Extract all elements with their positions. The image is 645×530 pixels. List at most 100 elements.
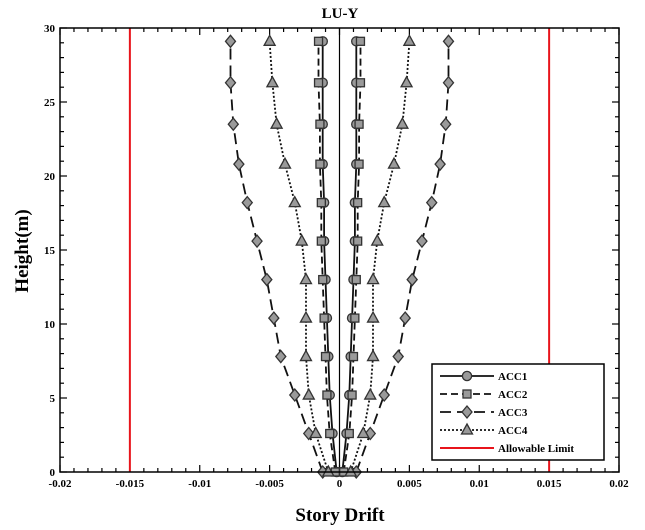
legend-label: ACC1 — [498, 371, 527, 383]
data-point-square — [355, 78, 366, 88]
data-point-diamond — [425, 195, 438, 210]
y-tick-label: 5 — [50, 393, 56, 405]
legend-label: Allowable Limit — [498, 443, 574, 455]
series-line — [341, 41, 358, 473]
data-point-triangle — [460, 422, 474, 435]
data-point-triangle — [377, 195, 391, 208]
data-point-square — [462, 389, 472, 399]
data-point-triangle — [299, 310, 313, 323]
data-point-triangle — [299, 272, 313, 285]
x-tick-label: -0.015 — [116, 478, 145, 490]
data-point-square — [318, 274, 328, 285]
data-point-square — [347, 390, 357, 400]
x-tick-label: 0 — [337, 478, 343, 490]
data-point-square — [315, 119, 325, 129]
x-tick-label: 0.02 — [609, 478, 629, 490]
data-point-triangle — [363, 387, 377, 400]
x-tick-label: 0.01 — [470, 478, 489, 490]
data-point-triangle — [344, 464, 358, 477]
data-point-diamond — [416, 234, 428, 249]
data-point-triangle — [395, 116, 409, 129]
series-line — [321, 41, 338, 473]
data-point-triangle — [366, 349, 380, 362]
data-point-square — [350, 313, 360, 323]
series-line — [268, 41, 330, 473]
y-tick-label: 20 — [44, 171, 56, 183]
data-point-square — [355, 36, 366, 46]
data-point-square — [322, 390, 332, 400]
data-point-square — [316, 236, 326, 246]
data-point-square — [354, 159, 364, 169]
data-point-triangle — [295, 233, 309, 246]
x-tick-label: -0.005 — [255, 478, 284, 490]
x-tick-label: -0.02 — [49, 478, 72, 490]
chart-title: LU-Y — [322, 6, 359, 22]
data-point-square — [325, 428, 335, 439]
series-line — [349, 41, 411, 473]
data-point-diamond — [241, 195, 254, 210]
data-point-diamond — [233, 157, 245, 172]
series-acc4 — [263, 33, 416, 477]
data-point-square — [351, 274, 361, 285]
data-point-triangle — [402, 33, 416, 46]
data-point-diamond — [392, 349, 405, 364]
data-point-diamond — [461, 404, 473, 420]
data-point-triangle — [278, 156, 292, 169]
plot-area — [128, 28, 551, 480]
series-acc3 — [224, 34, 455, 480]
y-axis-label: Height(m) — [12, 209, 33, 292]
x-axis-label: Story Drift — [295, 505, 385, 526]
legend-label: ACC3 — [498, 407, 528, 419]
data-point-square — [348, 351, 359, 362]
data-point-circle — [461, 370, 473, 382]
x-tick-label: 0.015 — [537, 478, 562, 490]
y-tick-label: 25 — [44, 97, 56, 109]
data-point-triangle — [299, 349, 313, 362]
data-point-diamond — [260, 272, 273, 287]
data-point-diamond — [224, 34, 237, 49]
data-point-square — [353, 236, 363, 246]
plot-frame — [59, 27, 620, 473]
data-point-triangle — [288, 195, 302, 208]
data-point-diamond — [434, 157, 446, 172]
y-tick-label: 30 — [44, 23, 56, 35]
series-line — [355, 41, 450, 473]
data-point-diamond — [274, 349, 287, 364]
data-point-triangle — [321, 464, 335, 477]
data-point-square — [313, 36, 324, 46]
data-point-diamond — [227, 117, 240, 132]
data-point-diamond — [439, 117, 452, 132]
series-line — [229, 41, 324, 473]
legend-label: ACC4 — [498, 425, 528, 437]
data-point-triangle — [366, 310, 380, 323]
data-point-triangle — [370, 233, 384, 246]
data-point-diamond — [224, 75, 237, 90]
data-point-diamond — [288, 388, 301, 403]
data-point-triangle — [302, 387, 316, 400]
data-point-triangle — [366, 272, 380, 285]
data-point-diamond — [251, 234, 263, 249]
y-tick-label: 0 — [50, 467, 56, 479]
series-line — [342, 41, 362, 473]
data-point-triangle — [356, 426, 370, 439]
data-point-diamond — [442, 75, 455, 90]
x-tick-label: 0.005 — [397, 478, 422, 490]
x-tick-label: -0.01 — [188, 478, 211, 490]
legend: ACC1 ACC2 ACC3 ACC4 Allowable Limit — [431, 363, 605, 461]
data-point-diamond — [378, 388, 391, 403]
tick-labels: -0.02 -0.015 -0.01 -0.005 0 0.005 0.01 0.015 0.0… — [44, 23, 629, 490]
data-point-square — [319, 313, 329, 323]
legend-label: ACC2 — [498, 389, 528, 401]
data-point-diamond — [399, 311, 412, 326]
data-point-square — [354, 119, 364, 129]
data-point-triangle — [270, 116, 284, 129]
series-line — [317, 41, 337, 473]
data-point-triangle — [263, 33, 277, 46]
data-point-square — [316, 197, 326, 208]
data-point-diamond — [406, 272, 419, 287]
data-point-triangle — [387, 156, 401, 169]
y-tick-label: 15 — [44, 245, 56, 257]
series-acc2 — [313, 36, 366, 477]
y-tick-label: 10 — [44, 319, 56, 331]
